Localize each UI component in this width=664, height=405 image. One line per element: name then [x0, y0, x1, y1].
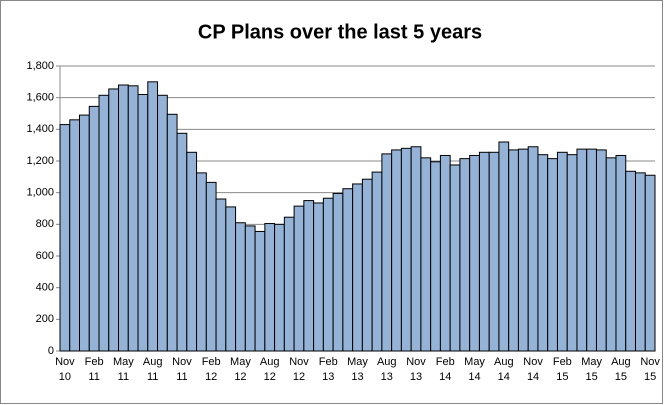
bar — [69, 119, 81, 352]
x-tick-label: Nov 11 — [172, 356, 192, 383]
bar — [400, 147, 412, 352]
bar — [586, 148, 597, 352]
bar — [459, 158, 471, 352]
bar — [79, 114, 90, 352]
bar — [576, 148, 588, 352]
bar — [166, 113, 178, 352]
bar — [147, 81, 159, 352]
y-tick-label: 400 — [36, 282, 54, 294]
bar — [108, 88, 120, 352]
bar — [527, 146, 539, 352]
y-tick-label: 1,400 — [26, 123, 54, 135]
bar — [517, 148, 529, 352]
bar — [313, 202, 324, 352]
bar — [88, 105, 100, 352]
x-tick-label: Feb 12 — [201, 356, 221, 383]
bar — [508, 149, 519, 352]
y-tick-label: 1,600 — [26, 92, 54, 104]
x-tick-label: Aug 12 — [259, 356, 280, 383]
bar — [478, 151, 490, 352]
x-tick-label: Feb 14 — [435, 356, 455, 383]
bar — [244, 225, 256, 352]
bar — [186, 151, 198, 352]
x-tick-label: Nov 12 — [289, 356, 309, 383]
bar — [595, 149, 607, 352]
bar — [430, 161, 441, 352]
bar — [98, 94, 110, 352]
bar — [469, 154, 480, 352]
bar — [449, 164, 461, 352]
bar — [205, 181, 217, 352]
x-tick-label: Nov 13 — [406, 356, 426, 383]
y-tick-label: 600 — [36, 250, 54, 262]
bar — [283, 216, 295, 352]
bar — [322, 197, 334, 352]
bar — [361, 178, 373, 352]
bar — [625, 170, 636, 352]
bar — [127, 85, 139, 352]
bar — [264, 223, 276, 352]
bar — [342, 188, 354, 352]
bar — [352, 183, 363, 352]
bar — [556, 151, 568, 352]
bar — [644, 174, 656, 352]
bar — [547, 158, 558, 352]
x-tick-label: Aug 11 — [142, 356, 163, 383]
bar — [303, 200, 315, 352]
x-tick-label: Aug 14 — [494, 356, 514, 383]
x-tick-label: Nov 14 — [523, 356, 543, 383]
bar — [381, 153, 393, 352]
bar — [235, 222, 246, 352]
bar — [605, 157, 617, 352]
x-tick-label: Aug 13 — [376, 356, 397, 383]
y-tick-label: 0 — [48, 345, 54, 357]
bar — [420, 157, 432, 352]
bar — [498, 141, 510, 352]
x-tick-label: May 15 — [581, 356, 602, 383]
x-tick-label: Aug 15 — [611, 356, 631, 383]
bar — [410, 146, 422, 352]
bar — [634, 172, 646, 352]
bar — [439, 154, 451, 352]
x-tick-label: May 11 — [113, 356, 134, 383]
x-tick-label: Nov 10 — [55, 356, 75, 383]
bar — [215, 198, 227, 352]
y-tick-label: 1,200 — [26, 155, 54, 167]
bar — [566, 154, 578, 352]
x-tick-label: Feb 11 — [84, 356, 104, 383]
bar — [157, 94, 168, 352]
bar — [137, 94, 149, 352]
y-tick-label: 800 — [36, 218, 54, 230]
bar — [332, 192, 344, 352]
bar — [254, 230, 266, 352]
x-tick-label: Feb 13 — [318, 356, 338, 383]
x-tick-label: Nov 15 — [640, 356, 660, 383]
bar — [196, 172, 207, 352]
x-tick-label: May 12 — [230, 356, 251, 383]
bar — [293, 205, 305, 352]
x-tick-label: May 14 — [464, 356, 485, 383]
bar — [391, 149, 402, 352]
x-tick-label: May 13 — [347, 356, 368, 383]
bar — [371, 171, 383, 352]
bar — [59, 124, 71, 352]
bar — [537, 154, 549, 352]
bar — [118, 84, 129, 352]
chart-title: CP Plans over the last 5 years — [198, 21, 482, 43]
y-tick-label: 200 — [36, 313, 54, 325]
x-tick-label: Feb 15 — [552, 356, 572, 383]
bar — [488, 151, 500, 352]
bar — [176, 132, 188, 352]
y-tick-label: 1,000 — [26, 187, 54, 199]
bar — [274, 223, 285, 352]
bar — [225, 206, 237, 352]
y-tick-label: 1,800 — [26, 60, 54, 72]
bar — [615, 154, 627, 352]
